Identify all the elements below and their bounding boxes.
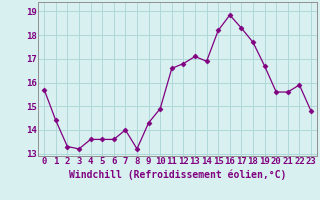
X-axis label: Windchill (Refroidissement éolien,°C): Windchill (Refroidissement éolien,°C) (69, 169, 286, 180)
